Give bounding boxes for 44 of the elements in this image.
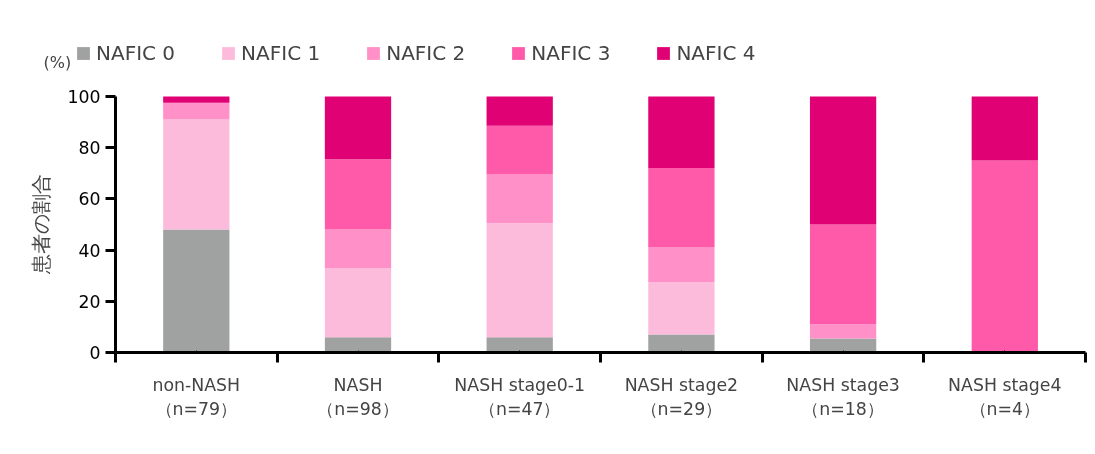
bar [163, 96, 230, 103]
bar [163, 102, 230, 120]
y-tick-label: 60 [78, 189, 101, 210]
bar [163, 119, 230, 230]
bar [324, 159, 392, 230]
y-axis-title: 患者の割合 [29, 174, 54, 276]
bar [648, 168, 715, 248]
y-tick-label: 100 [67, 86, 101, 107]
x-tick-label: non-NASH （n=79） [152, 374, 241, 419]
bar [648, 247, 715, 283]
bar [648, 96, 715, 169]
y-tick-label: 0 [89, 343, 101, 364]
bar [486, 174, 553, 224]
text: (%) [43, 53, 72, 73]
bar [648, 282, 715, 335]
bar [163, 229, 230, 353]
bar [971, 96, 1038, 161]
x-tick-label: NASH stage0-1 （n=47） [454, 374, 586, 419]
bar [809, 96, 877, 225]
legend-label: NAFIC 0 [96, 41, 176, 65]
legend-label: NAFIC 2 [386, 41, 466, 65]
x-tick-label: NASH stage4 （n=4） [948, 374, 1062, 419]
bar [324, 96, 392, 160]
legend-label: NAFIC 3 [531, 41, 611, 65]
bar [486, 337, 553, 353]
bar [324, 268, 392, 338]
legend-label: NAFIC 4 [676, 41, 756, 65]
bar [486, 125, 553, 175]
x-tick-label: NASH （n=98） [317, 374, 399, 419]
y-tick-label: 40 [78, 240, 101, 261]
bar [809, 338, 877, 353]
y-tick-label: 80 [78, 138, 101, 159]
bar [324, 337, 392, 353]
legend-label: NAFIC 1 [241, 41, 321, 65]
bar [809, 224, 877, 325]
bar [486, 96, 553, 126]
bar [971, 160, 1038, 353]
x-tick-label: NASH stage3 （n=18） [786, 374, 900, 419]
bar [648, 334, 715, 353]
bar [486, 223, 553, 338]
y-tick-label: 20 [78, 291, 101, 312]
x-tick-label: NASH stage2 （n=29） [624, 374, 739, 419]
bar [809, 324, 877, 339]
bar [324, 229, 392, 268]
